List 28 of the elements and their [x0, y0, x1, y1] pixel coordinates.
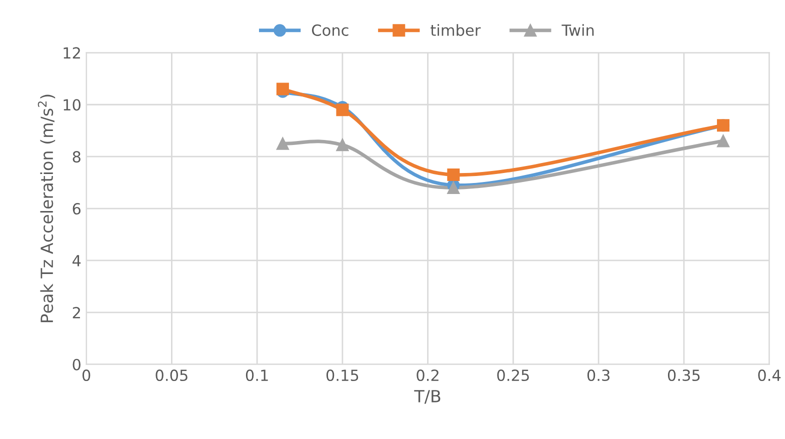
- legend-label: Twin: [562, 24, 594, 36]
- x-tick-label: 0.35: [668, 370, 700, 382]
- point: [276, 137, 289, 150]
- point: [447, 181, 460, 194]
- y-tick-label: 6: [72, 202, 81, 215]
- legend-label: Conc: [312, 24, 348, 36]
- y-tick-label: 4: [72, 255, 81, 266]
- y-axis-title: Peak Tz Acceleration (m/s$^{2}$): [38, 94, 56, 322]
- x-tick-label: 0.4: [758, 370, 781, 382]
- x-tick-label: 0.2: [416, 370, 438, 382]
- x-tick-label: 0.05: [156, 370, 188, 382]
- point: [336, 138, 349, 152]
- y-tick-label: 10: [64, 99, 80, 111]
- y-tick-label: 0: [72, 358, 80, 370]
- point: [447, 168, 460, 182]
- x-axis-title: T/B: [414, 390, 440, 404]
- x-tick-label: 0.15: [326, 370, 358, 382]
- point: [716, 134, 730, 148]
- y-tick-label: 12: [64, 47, 80, 58]
- x-tick-label: 0: [82, 370, 90, 382]
- legend-label: timber: [430, 24, 481, 36]
- y-tick-label: 8: [72, 151, 80, 163]
- x-tick-label: 0.25: [497, 370, 529, 382]
- x-tick-label: 0.3: [587, 370, 610, 382]
- y-tick-label: 2: [72, 306, 80, 318]
- point: [276, 82, 289, 96]
- x-tick-label: 0.1: [246, 370, 268, 382]
- point: [336, 104, 349, 116]
